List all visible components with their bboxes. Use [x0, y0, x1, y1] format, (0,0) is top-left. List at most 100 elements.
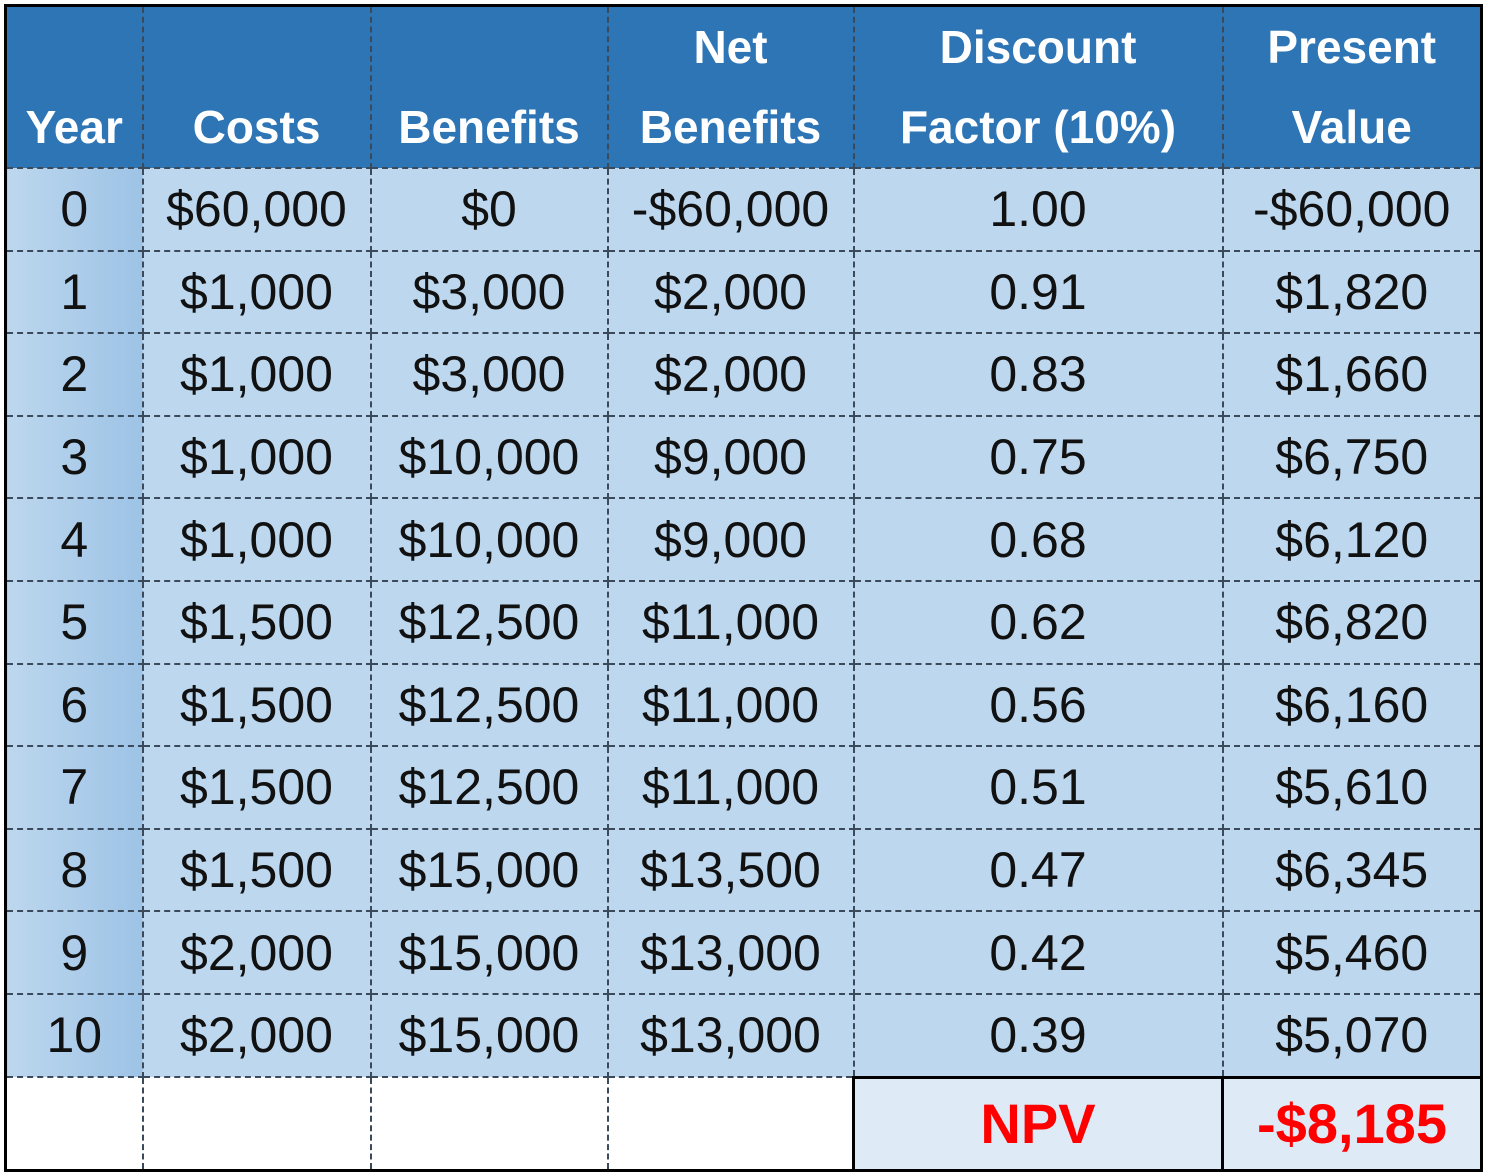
value-cell: $1,000: [141, 332, 372, 417]
year-cell: 4: [4, 497, 144, 582]
header-text: Net: [693, 21, 768, 73]
value-cell: $13,000: [606, 910, 855, 995]
year-cell: 8: [4, 827, 144, 913]
value-cell: $2,000: [141, 992, 372, 1079]
data-row: 1 $1,000 $3,000 $2,000 0.91 $1,820: [4, 249, 1483, 335]
value-cell: $6,160: [1221, 662, 1483, 748]
value-cell: $5,610: [1221, 745, 1483, 830]
year-cell: 6: [4, 662, 144, 748]
value-cell: $1,000: [141, 497, 372, 582]
data-row: 9 $2,000 $15,000 $13,000 0.42 $5,460: [4, 910, 1483, 995]
value-cell: $9,000: [606, 414, 855, 500]
data-row: 6 $1,500 $12,500 $11,000 0.56 $6,160: [4, 662, 1483, 748]
year-cell: 1: [4, 249, 144, 335]
value-cell: 0.68: [852, 497, 1224, 582]
value-cell: $1,500: [141, 579, 372, 665]
value-cell: $15,000: [369, 992, 609, 1079]
value-cell: 0.39: [852, 992, 1224, 1079]
value-cell: $6,120: [1221, 497, 1483, 582]
empty-cell: [141, 1076, 372, 1172]
value-cell: $3,000: [369, 249, 609, 335]
data-row: 3 $1,000 $10,000 $9,000 0.75 $6,750: [4, 414, 1483, 500]
value-cell: $10,000: [369, 497, 609, 582]
data-row: 8 $1,500 $15,000 $13,500 0.47 $6,345: [4, 827, 1483, 913]
value-cell: 0.83: [852, 332, 1224, 417]
value-cell: 0.62: [852, 579, 1224, 665]
year-cell: 5: [4, 579, 144, 665]
value-cell: 0.75: [852, 414, 1224, 500]
value-cell: $12,500: [369, 745, 609, 830]
value-cell: $11,000: [606, 662, 855, 748]
value-cell: $3,000: [369, 332, 609, 417]
value-cell: $60,000: [141, 167, 372, 252]
header-text: Benefits: [639, 101, 822, 153]
value-cell: $6,820: [1221, 579, 1483, 665]
value-cell: $5,460: [1221, 910, 1483, 995]
npv-table: Year Costs Benefits Net Benefits Discount Fact…: [4, 4, 1483, 1172]
value-cell: $6,750: [1221, 414, 1483, 500]
value-cell: $1,820: [1221, 249, 1483, 335]
value-cell: $2,000: [606, 332, 855, 417]
value-cell: 0.91: [852, 249, 1224, 335]
value-cell: $10,000: [369, 414, 609, 500]
empty-cell: [606, 1076, 855, 1172]
value-cell: $12,500: [369, 579, 609, 665]
value-cell: $9,000: [606, 497, 855, 582]
value-cell: $2,000: [141, 910, 372, 995]
header-cell: Net Benefits: [606, 4, 855, 169]
data-row: 7 $1,500 $12,500 $11,000 0.51 $5,610: [4, 745, 1483, 830]
value-cell: 1.00: [852, 167, 1224, 252]
header-text: Year: [25, 101, 123, 153]
header-text: Value: [1291, 101, 1412, 153]
data-row: 0 $60,000 $0 -$60,000 1.00 -$60,000: [4, 167, 1483, 252]
header-text: Benefits: [398, 101, 580, 153]
value-cell: $1,000: [141, 249, 372, 335]
header-text: Costs: [192, 101, 321, 153]
value-cell: $5,070: [1221, 992, 1483, 1079]
header-cell: Discount Factor (10%): [852, 4, 1224, 169]
value-cell: 0.51: [852, 745, 1224, 830]
year-cell: 3: [4, 414, 144, 500]
value-cell: $0: [369, 167, 609, 252]
value-cell: $13,500: [606, 827, 855, 913]
header-cell: Year: [4, 4, 144, 169]
value-cell: $12,500: [369, 662, 609, 748]
year-cell: 0: [4, 167, 144, 252]
npv-label: NPV: [852, 1075, 1224, 1172]
value-cell: 0.56: [852, 662, 1224, 748]
year-cell: 9: [4, 910, 144, 995]
value-cell: $11,000: [606, 745, 855, 830]
header-text: Factor (10%): [899, 101, 1177, 153]
value-cell: $1,500: [141, 745, 372, 830]
value-cell: $11,000: [606, 579, 855, 665]
data-row: 5 $1,500 $12,500 $11,000 0.62 $6,820: [4, 579, 1483, 665]
value-cell: -$60,000: [606, 167, 855, 252]
value-cell: $1,500: [141, 662, 372, 748]
year-cell: 10: [4, 992, 144, 1079]
value-cell: $6,345: [1221, 827, 1483, 913]
header-text: Present: [1267, 21, 1437, 73]
header-cell: Costs: [141, 4, 372, 169]
header-cell: Benefits: [369, 4, 609, 169]
value-cell: -$60,000: [1221, 167, 1483, 252]
year-cell: 2: [4, 332, 144, 417]
table-wrap: Year Costs Benefits Net Benefits Discount Fact…: [4, 4, 1483, 1172]
empty-cell: [4, 1076, 144, 1172]
data-row: 2 $1,000 $3,000 $2,000 0.83 $1,660: [4, 332, 1483, 417]
value-cell: $1,500: [141, 827, 372, 913]
value-cell: $15,000: [369, 827, 609, 913]
value-cell: $1,660: [1221, 332, 1483, 417]
value-cell: $1,000: [141, 414, 372, 500]
value-cell: $13,000: [606, 992, 855, 1079]
data-row: 10 $2,000 $15,000 $13,000 0.39 $5,070: [4, 992, 1483, 1079]
summary-row: NPV -$8,185: [4, 1075, 1483, 1172]
value-cell: 0.42: [852, 910, 1224, 995]
header-cell: Present Value: [1221, 4, 1483, 169]
value-cell: $15,000: [369, 910, 609, 995]
data-row: 4 $1,000 $10,000 $9,000 0.68 $6,120: [4, 497, 1483, 582]
year-cell: 7: [4, 745, 144, 830]
header-text: Discount: [939, 21, 1137, 73]
value-cell: $2,000: [606, 249, 855, 335]
empty-cell: [369, 1076, 609, 1172]
